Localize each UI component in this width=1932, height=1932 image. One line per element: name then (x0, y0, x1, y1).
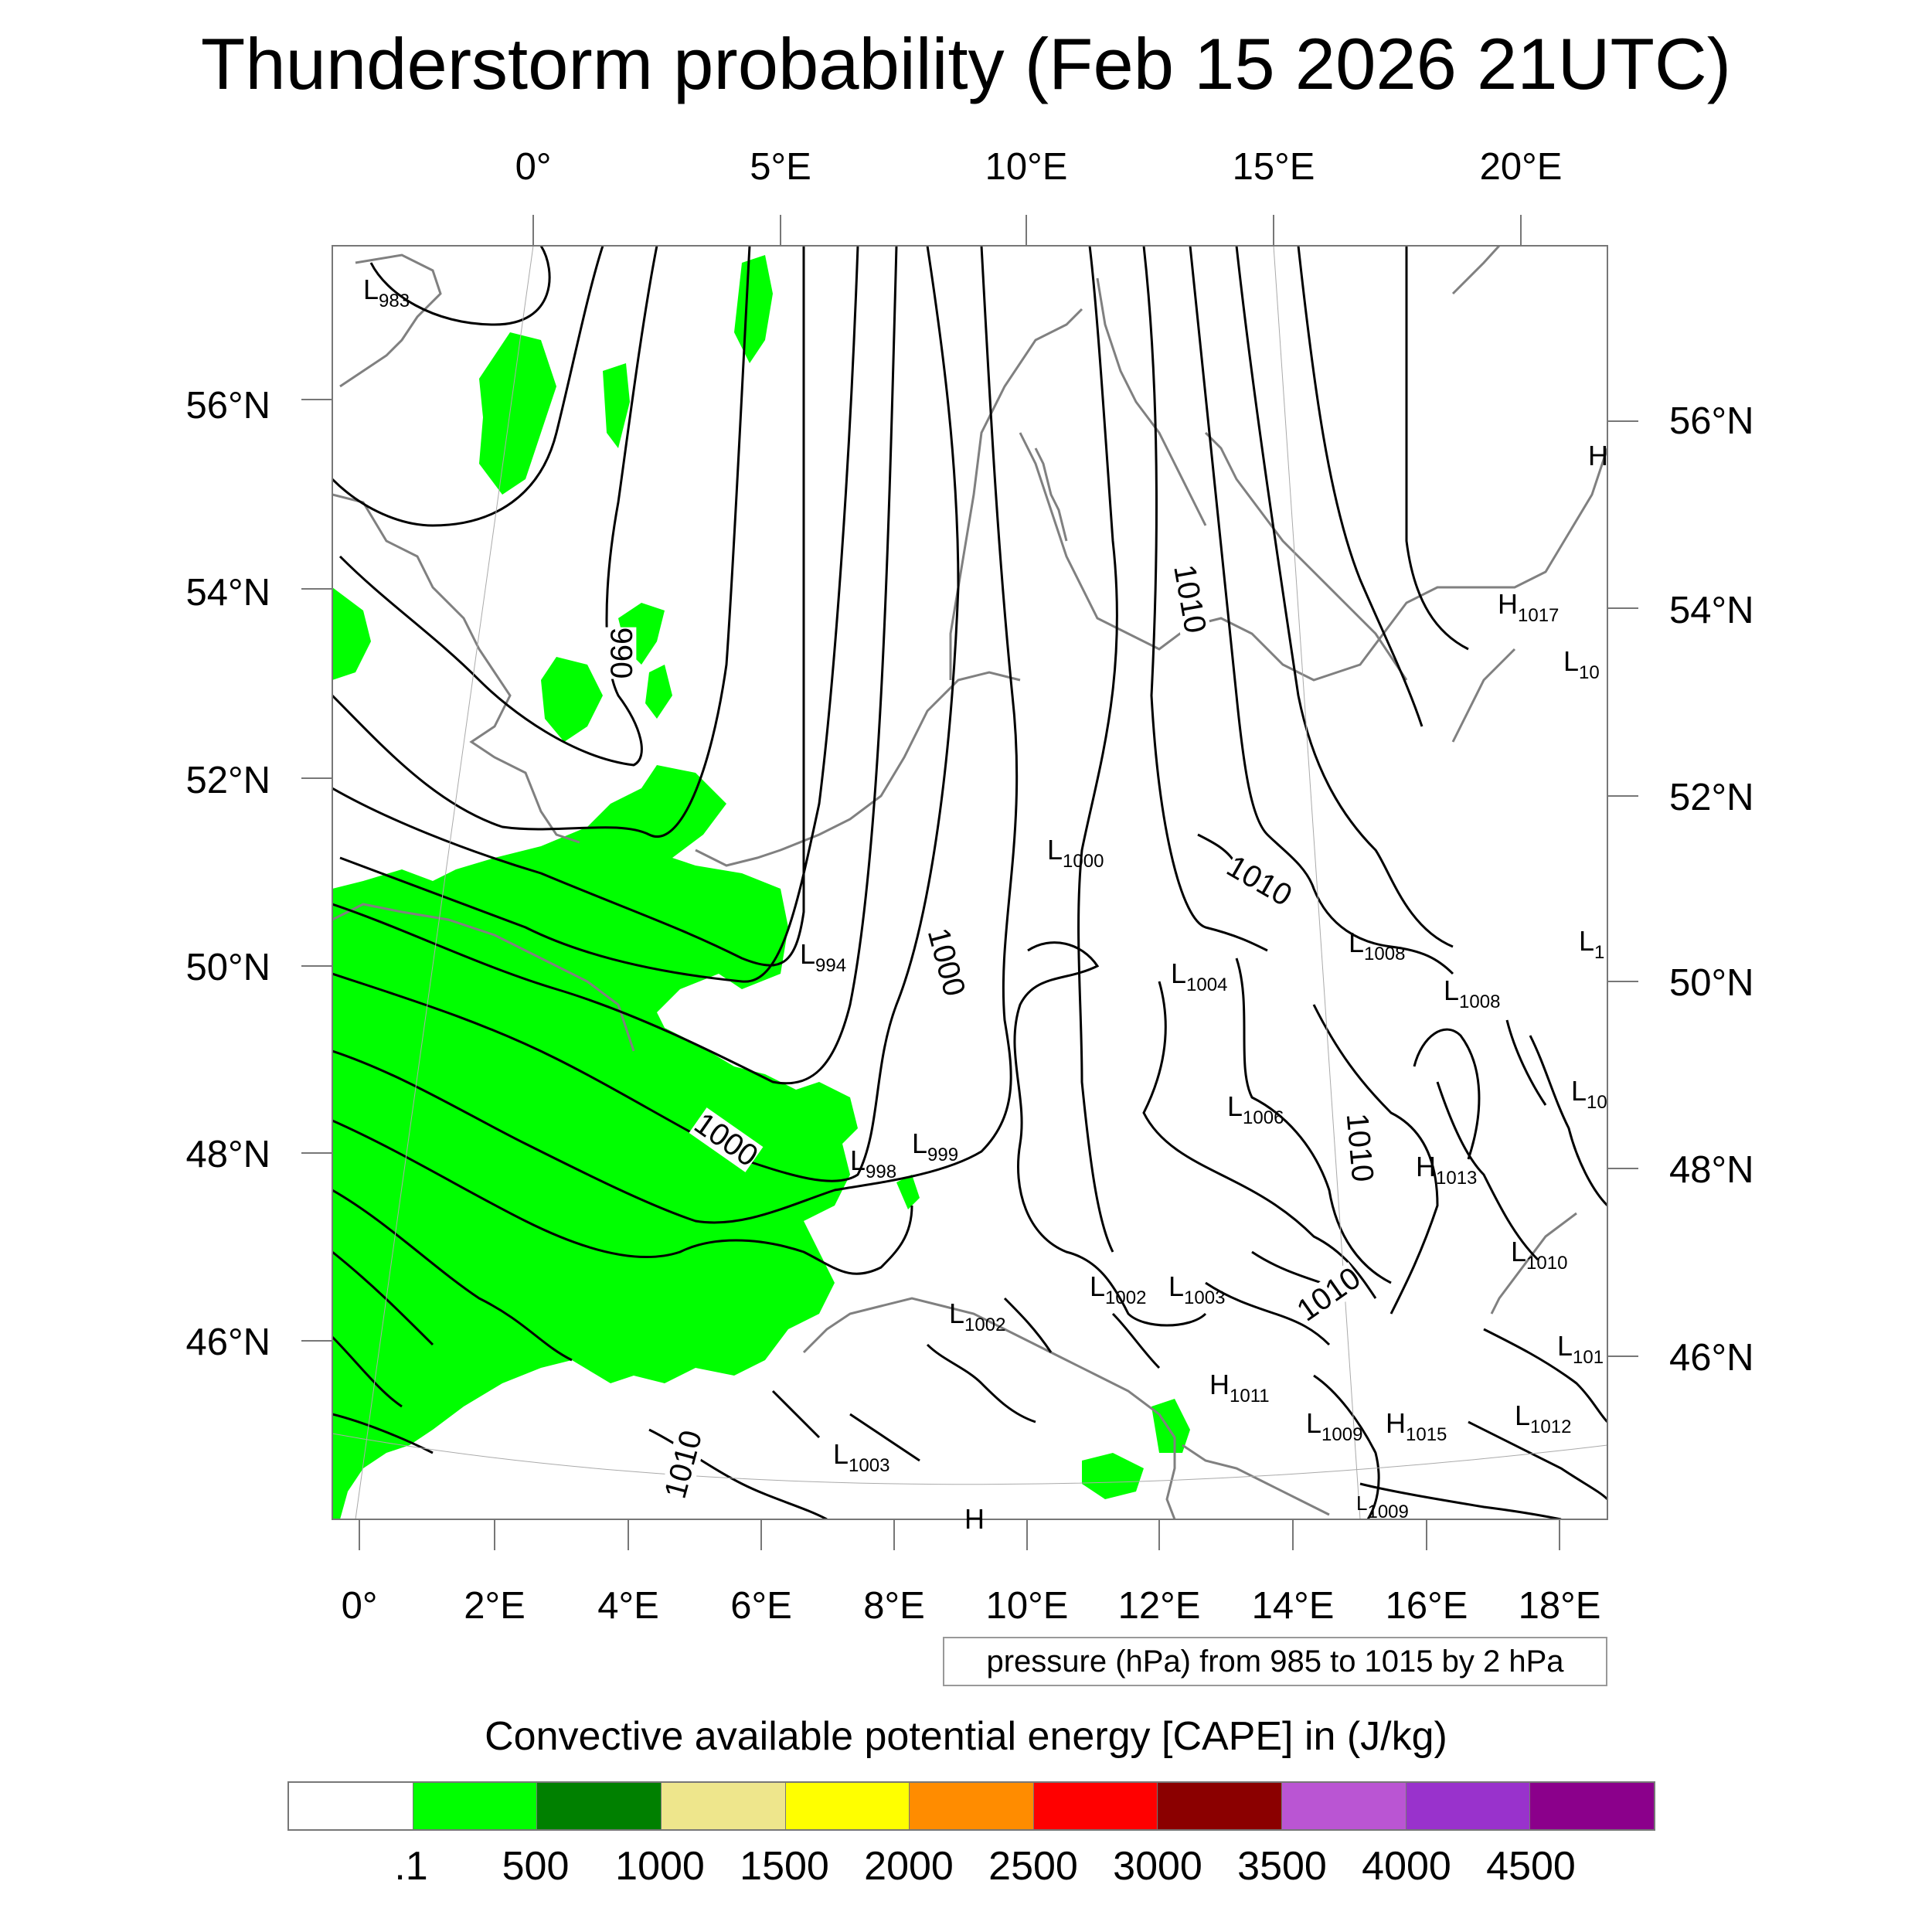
bottom-lon-label: 18°E (1518, 1585, 1601, 1627)
pressure-center: L1004 (1171, 957, 1228, 996)
pressure-center: L1012 (1515, 1400, 1572, 1438)
right-lat-label: 52°N (1669, 777, 1754, 818)
bottom-lon-label: 14°E (1251, 1585, 1335, 1627)
bottom-lon-label: 4°E (597, 1585, 659, 1627)
colorbar-label: 3500 (1237, 1844, 1327, 1889)
left-lat-label: 46°N (185, 1321, 270, 1363)
colorbar-label: 2500 (988, 1844, 1078, 1889)
colorbar-swatch (661, 1783, 786, 1829)
pressure-center: L1010 (1511, 1236, 1568, 1274)
chart-title: Thunderstorm probability (Feb 15 2026 21… (200, 23, 1732, 104)
colorbar-swatch (1158, 1783, 1283, 1829)
pressure-center: L10 (1571, 1075, 1607, 1114)
map-frame (332, 245, 1608, 1520)
pressure-center: L983 (363, 274, 410, 312)
top-lon-label: 20°E (1479, 146, 1563, 188)
colorbar-label: .1 (394, 1844, 428, 1889)
pressure-info-box: pressure (hPa) from 985 to 1015 by 2 hPa (943, 1637, 1607, 1686)
coastlines (332, 246, 1607, 1519)
pressure-center: H (964, 1503, 985, 1535)
pressure-center: L1003 (1168, 1270, 1226, 1309)
bottom-lon-label: 6°E (730, 1585, 792, 1627)
cape-fill (332, 255, 1190, 1519)
graticule (332, 246, 1607, 1519)
colorbar-label: 4500 (1486, 1844, 1576, 1889)
right-lat-label: 56°N (1669, 400, 1754, 442)
colorbar-swatch (1406, 1783, 1531, 1829)
pressure-center: L10 (1563, 645, 1600, 684)
colorbar-label: 1500 (740, 1844, 829, 1889)
top-lon-label: 10°E (985, 146, 1068, 188)
bottom-lon-label: 0° (341, 1585, 378, 1627)
bottom-lon-label: 2°E (464, 1585, 526, 1627)
colorbar-swatch (785, 1783, 910, 1829)
colorbar-swatch (910, 1783, 1034, 1829)
pressure-center: L1009 (1356, 1492, 1409, 1522)
colorbar-swatch (537, 1783, 662, 1829)
pressure-center: H1015 (1386, 1407, 1447, 1446)
left-lat-label: 50°N (185, 947, 270, 988)
right-lat-label: 46°N (1669, 1337, 1754, 1379)
colorbar-swatch (1033, 1783, 1158, 1829)
bottom-lon-label: 10°E (985, 1585, 1069, 1627)
right-lat-label: 54°N (1669, 590, 1754, 631)
colorbar-swatch (413, 1783, 538, 1829)
pressure-center: L1009 (1306, 1407, 1363, 1446)
colorbar-swatch (1530, 1783, 1655, 1829)
pressure-center: L1008 (1444, 975, 1501, 1013)
tick-marks (301, 215, 1638, 1550)
right-lat-label: 50°N (1669, 962, 1754, 1004)
isobar-label: 990 (604, 627, 638, 679)
isobar-label: 1010 (1339, 1111, 1380, 1184)
pressure-center: L1008 (1349, 927, 1406, 965)
isobars (332, 246, 1607, 1519)
pressure-center: H1011 (1209, 1369, 1270, 1407)
pressure-center: L1002 (1090, 1270, 1147, 1309)
colorbar-label: 3000 (1113, 1844, 1202, 1889)
pressure-center: H (1588, 440, 1608, 471)
pressure-center: L1 (1579, 925, 1605, 964)
colorbar-label: 2000 (864, 1844, 954, 1889)
colorbar-swatch (1282, 1783, 1406, 1829)
pressure-center: H1017 (1498, 588, 1560, 627)
pressure-center: L1006 (1227, 1090, 1284, 1129)
pressure-center: L1000 (1047, 834, 1104, 872)
colorbar (287, 1781, 1655, 1831)
colorbar-title: Convective available potential energy [C… (485, 1714, 1447, 1759)
left-lat-label: 48°N (185, 1134, 270, 1175)
pressure-center: L998 (850, 1145, 897, 1183)
pressure-center: L994 (800, 938, 847, 977)
pressure-center: L101 (1557, 1330, 1604, 1369)
bottom-lon-label: 12°E (1117, 1585, 1201, 1627)
pressure-center: L999 (912, 1128, 959, 1166)
bottom-lon-label: 8°E (863, 1585, 925, 1627)
left-lat-label: 52°N (185, 760, 270, 801)
colorbar-label: 500 (502, 1844, 570, 1889)
top-lon-label: 5°E (750, 146, 811, 188)
top-lon-label: 0° (515, 146, 552, 188)
right-lat-label: 48°N (1669, 1149, 1754, 1191)
colorbar-swatch (289, 1783, 413, 1829)
colorbar-label: 4000 (1362, 1844, 1451, 1889)
pressure-center: H1013 (1416, 1151, 1478, 1189)
top-lon-label: 15°E (1232, 146, 1315, 188)
pressure-center: L1002 (949, 1298, 1006, 1336)
pressure-center: L1003 (833, 1438, 890, 1477)
bottom-lon-label: 16°E (1385, 1585, 1468, 1627)
left-lat-label: 56°N (185, 385, 270, 427)
left-lat-label: 54°N (185, 572, 270, 614)
colorbar-label: 1000 (615, 1844, 705, 1889)
